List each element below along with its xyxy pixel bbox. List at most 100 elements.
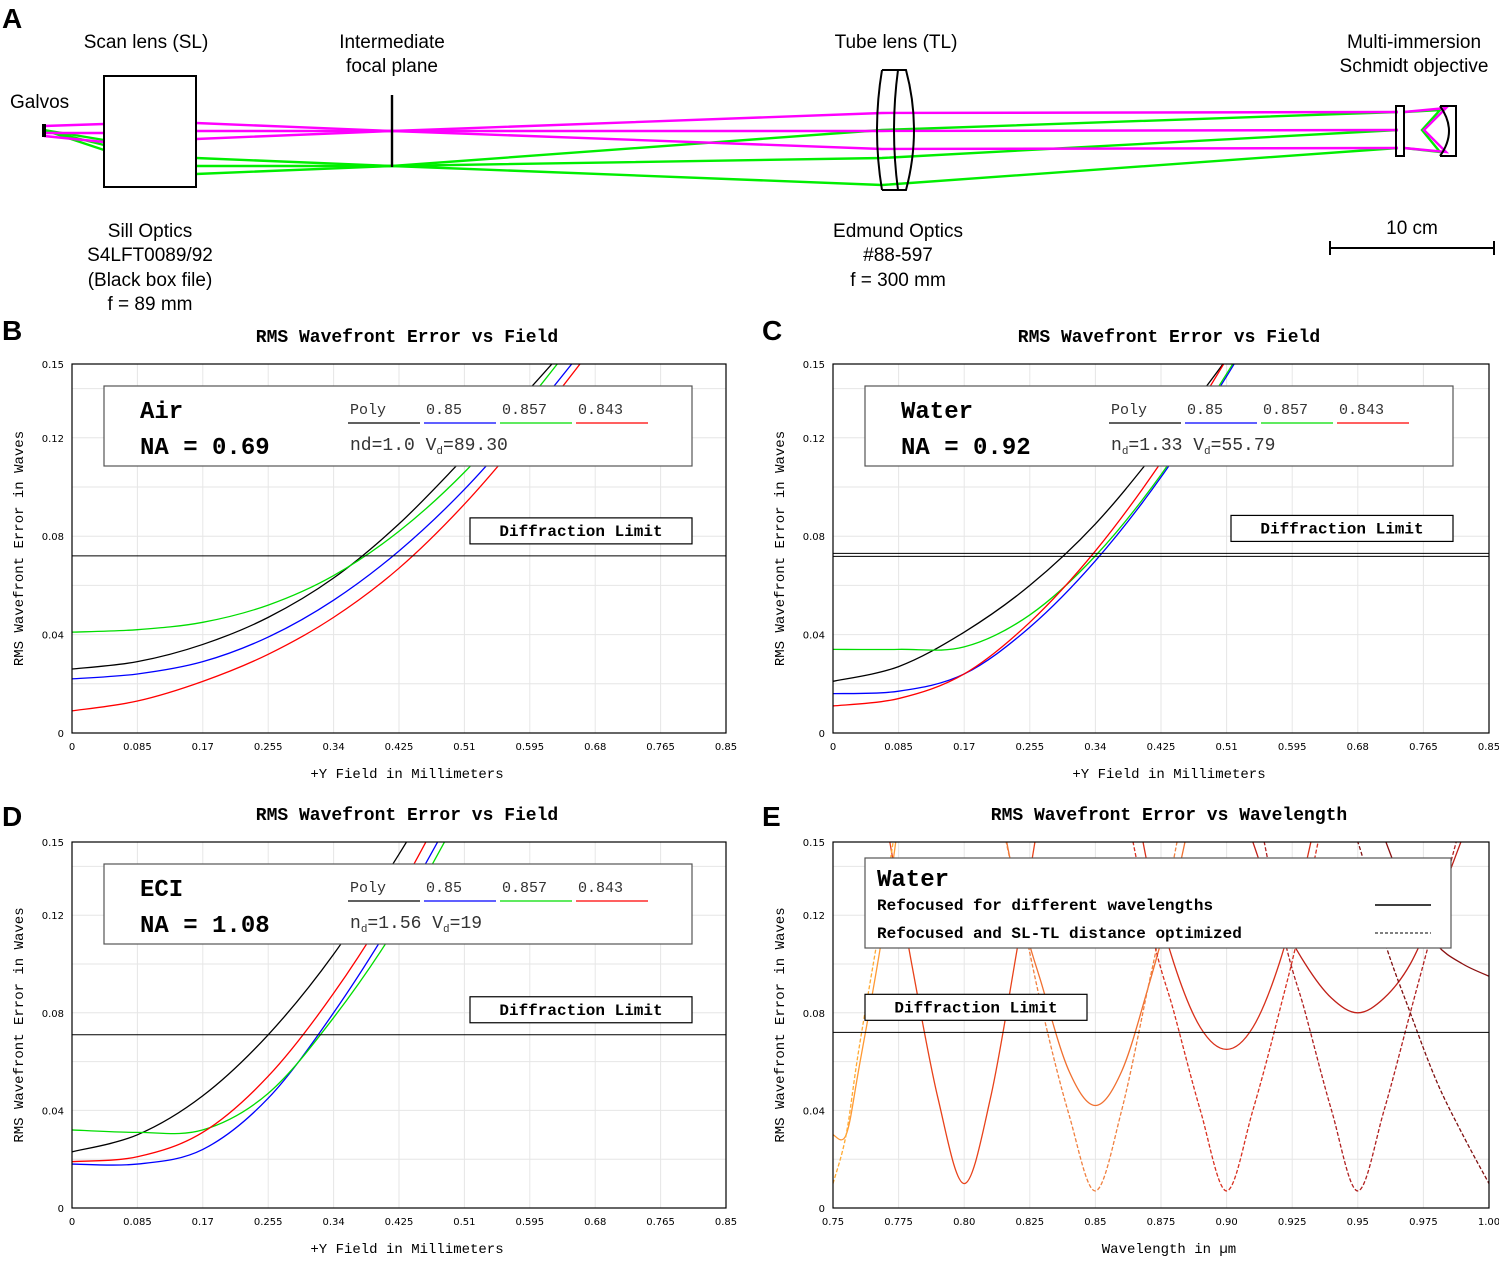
diffraction-limit-label: Diffraction Limit [1260, 520, 1423, 538]
legend-entry-3: 0.843 [578, 402, 623, 419]
x-tick-label: 0.085 [123, 742, 152, 753]
y-tick-label: 0.12 [803, 911, 825, 922]
na-label: NA = 0.92 [901, 435, 1031, 462]
edmund-label-line2: #88-597 [863, 245, 933, 266]
y-axis-label: RMS Wavefront Error in Waves [12, 431, 28, 666]
x-tick-label: 0 [69, 1217, 75, 1228]
x-tick-label: 0.85 [715, 1217, 737, 1228]
medium-label: ECI [140, 877, 183, 904]
series-line-1 [833, 364, 1235, 695]
tube-lens-icon [876, 69, 915, 191]
x-axis-label: +Y Field in Millimeters [1072, 767, 1265, 783]
x-tick-label: 0.51 [453, 742, 475, 753]
chart-title: RMS Wavefront Error vs Field [256, 806, 558, 826]
x-tick-label: 0.765 [646, 1217, 675, 1228]
x-tick-label: 0.85 [715, 742, 737, 753]
x-tick-label: 0.255 [254, 1217, 283, 1228]
y-tick-label: 0.15 [42, 360, 64, 371]
sill-label-line3: (Black box file) [88, 270, 213, 291]
x-tick-label: 0.68 [584, 1217, 606, 1228]
x-tick-label: 0 [830, 742, 836, 753]
x-axis-label: +Y Field in Millimeters [310, 767, 503, 783]
schmidt-objective-icon [1395, 105, 1457, 157]
y-tick-label: 0 [819, 1204, 825, 1215]
y-tick-label: 0.15 [803, 360, 825, 371]
x-tick-label: 0.255 [1015, 742, 1044, 753]
y-axis-label: RMS Wavefront Error in Waves [773, 431, 789, 666]
x-tick-label: 0.425 [385, 742, 414, 753]
legend-entry-0: Poly [1111, 402, 1147, 419]
x-tick-label: 0.68 [1347, 742, 1369, 753]
series-line-2 [833, 364, 1234, 651]
y-tick-label: 0.12 [42, 434, 64, 445]
y-tick-label: 0 [58, 729, 64, 740]
x-tick-label: 0.425 [385, 1217, 414, 1228]
diffraction-limit-box [469, 996, 693, 1024]
y-tick-label: 0.12 [42, 911, 64, 922]
x-tick-label: 0.34 [322, 742, 344, 753]
diffraction-limit-label: Diffraction Limit [499, 1002, 662, 1020]
x-tick-label: 0.085 [884, 742, 913, 753]
legend-box [864, 857, 1452, 949]
x-tick-label: 0.75 [822, 1217, 844, 1228]
panel-letter: C [762, 315, 782, 346]
chart-panel-b: B RMS Wavefront Error vs Field +Y Field in… [2, 315, 737, 783]
chart-title: RMS Wavefront Error vs Field [256, 328, 558, 348]
x-tick-label: 0.95 [1347, 1217, 1369, 1228]
y-tick-label: 0 [58, 1204, 64, 1215]
plot-frame [71, 841, 727, 1209]
ifp-label-line1: Intermediate [339, 32, 445, 53]
na-label: NA = 1.08 [140, 913, 270, 940]
y-tick-label: 0.04 [42, 1106, 64, 1117]
series-line-0 [833, 364, 1224, 682]
chart-panel-e: E RMS Wavefront Error vs Wavelength Wavele… [762, 801, 1499, 1258]
legend-entry-0: Poly [350, 880, 386, 897]
y-tick-label: 0.15 [803, 838, 825, 849]
na-label: NA = 0.69 [140, 435, 270, 462]
chart-title: RMS Wavefront Error vs Field [1018, 328, 1320, 348]
x-tick-label: 0.17 [192, 742, 214, 753]
x-tick-label: 0.51 [1215, 742, 1237, 753]
y-tick-label: 0.08 [42, 1009, 64, 1020]
x-tick-label: 0.975 [1409, 1217, 1438, 1228]
legend-entry-3: 0.843 [578, 880, 623, 897]
diffraction-limit-box [864, 993, 1088, 1021]
y-tick-label: 0.04 [803, 631, 825, 642]
panel-a-layout: A Scan lens (SL) Intermediate focal plan… [2, 3, 1495, 315]
plot-frame [832, 363, 1490, 734]
series-group [833, 364, 1235, 707]
galvos-label: Galvos [10, 92, 69, 113]
legend-solid-label: Refocused for different wavelengths [877, 897, 1213, 915]
x-tick-label: 0.595 [1278, 742, 1307, 753]
plot-frame [71, 363, 727, 734]
x-tick-label: 0.425 [1147, 742, 1176, 753]
medium-label: Air [140, 399, 183, 426]
y-axis-label: RMS Wavefront Error in Waves [773, 907, 789, 1142]
x-tick-label: 0.34 [322, 1217, 344, 1228]
panel-letter: D [2, 801, 22, 832]
series-line-6 [833, 842, 894, 1184]
diffraction-limit-box [1230, 514, 1454, 543]
x-tick-label: 0.085 [123, 1217, 152, 1228]
glass-params: nd=1.56 Vd=19 [350, 914, 482, 936]
x-tick-label: 0.85 [1478, 742, 1499, 753]
x-tick-label: 0.90 [1215, 1217, 1237, 1228]
y-tick-label: 0.12 [803, 434, 825, 445]
x-axis-label: +Y Field in Millimeters [310, 1242, 503, 1258]
legend-entry-1: 0.85 [426, 880, 462, 897]
legend-entry-1: 0.85 [1187, 402, 1223, 419]
chart-panel-d: D RMS Wavefront Error vs Field +Y Field in… [2, 801, 737, 1258]
legend-dashed-label: Refocused and SL-TL distance optimized [877, 925, 1242, 943]
diffraction-limit-box [469, 517, 693, 545]
panel-a-letter: A [2, 3, 22, 34]
series-line-3 [833, 364, 1225, 707]
y-tick-label: 0.08 [803, 1009, 825, 1020]
legend-entry-2: 0.857 [502, 402, 547, 419]
plot-frame [832, 841, 1490, 1209]
series-line-0 [72, 842, 408, 1153]
beam-magenta [43, 106, 1450, 154]
legend-box [864, 385, 1454, 467]
x-tick-label: 0.925 [1278, 1217, 1307, 1228]
legend-entry-2: 0.857 [1263, 402, 1308, 419]
